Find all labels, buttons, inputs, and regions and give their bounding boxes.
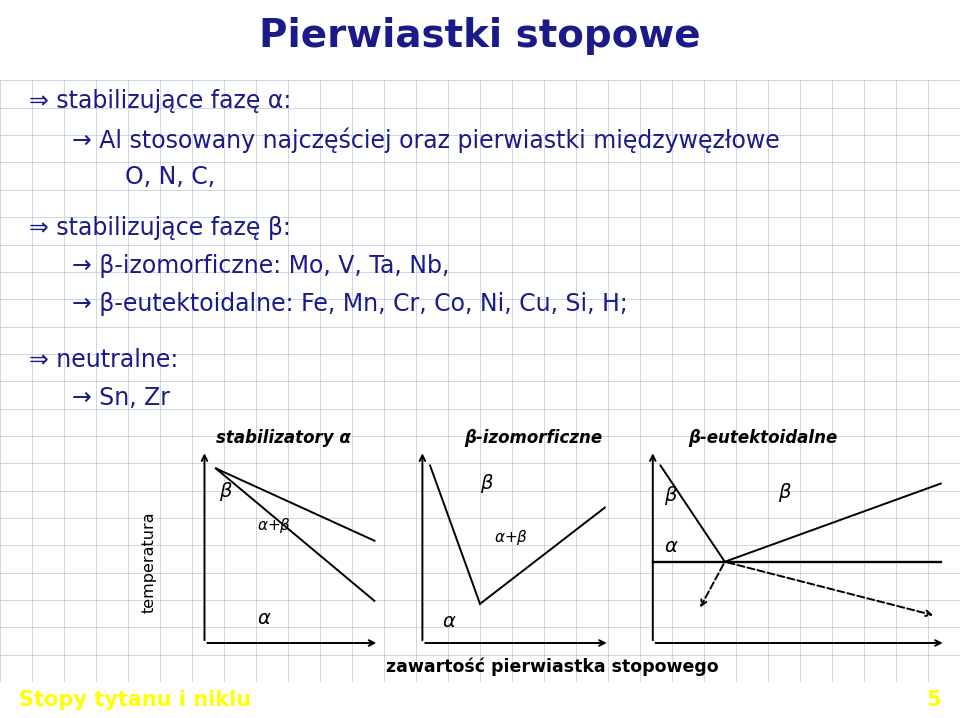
- Text: ⇒ stabilizujące fazę α:: ⇒ stabilizujące fazę α:: [29, 90, 291, 113]
- Text: → Sn, Zr: → Sn, Zr: [72, 386, 170, 410]
- Text: $\beta$: $\beta$: [480, 472, 493, 495]
- Text: $\alpha$+$\beta$: $\alpha$+$\beta$: [257, 516, 292, 535]
- Text: $\alpha$+$\beta$: $\alpha$+$\beta$: [494, 528, 529, 547]
- Text: → β-izomorficzne: Mo, V, Ta, Nb,: → β-izomorficzne: Mo, V, Ta, Nb,: [72, 253, 449, 278]
- Text: temperatura: temperatura: [141, 511, 156, 612]
- Text: Stopy tytanu i niklu: Stopy tytanu i niklu: [19, 690, 252, 710]
- Text: ⇒ neutralne:: ⇒ neutralne:: [29, 348, 178, 372]
- Text: stabilizatory α: stabilizatory α: [216, 429, 350, 447]
- Text: 5: 5: [926, 690, 941, 710]
- Text: zawartość pierwiastka stopowego: zawartość pierwiastka stopowego: [386, 658, 718, 676]
- Text: → Al stosowany najczęściej oraz pierwiastki międzywęzłowe: → Al stosowany najczęściej oraz pierwias…: [72, 128, 780, 154]
- Text: ⇒ stabilizujące fazę β:: ⇒ stabilizujące fazę β:: [29, 216, 291, 240]
- Text: $\alpha$: $\alpha$: [664, 537, 679, 556]
- Text: $\beta$: $\beta$: [219, 480, 232, 503]
- Text: β-izomorficzne: β-izomorficzne: [464, 429, 602, 447]
- Text: → β-eutektoidalne: Fe, Mn, Cr, Co, Ni, Cu, Si, H;: → β-eutektoidalne: Fe, Mn, Cr, Co, Ni, C…: [72, 292, 628, 316]
- Text: $\alpha$: $\alpha$: [257, 610, 272, 628]
- Text: O, N, C,: O, N, C,: [125, 164, 215, 189]
- Text: $\alpha$: $\alpha$: [442, 612, 456, 631]
- Text: $\beta$: $\beta$: [664, 484, 678, 507]
- Text: Pierwiastki stopowe: Pierwiastki stopowe: [259, 17, 701, 55]
- Text: β-eutektoidalne: β-eutektoidalne: [688, 429, 838, 447]
- Text: $\beta$: $\beta$: [778, 481, 791, 504]
